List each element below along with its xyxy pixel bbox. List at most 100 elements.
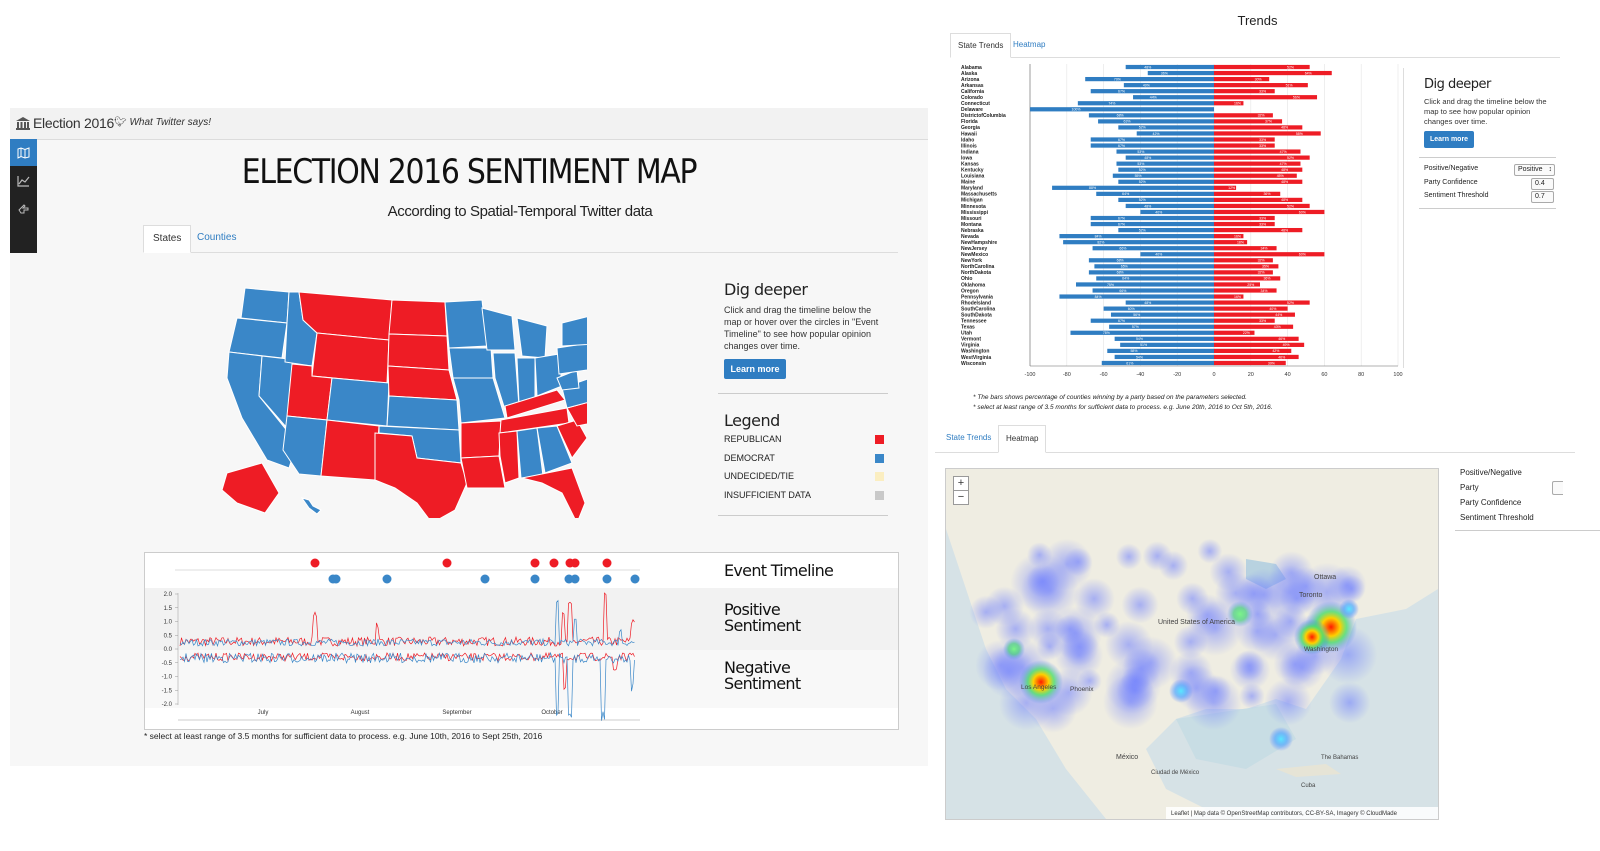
state-bar[interactable] bbox=[1214, 360, 1286, 366]
state-michigan[interactable] bbox=[516, 317, 548, 359]
state-bar[interactable] bbox=[1214, 70, 1332, 76]
sentiment-timeline-chart[interactable]: 2.0 1.5 1.0 0.5 0.0 -0.5 -1.0 -1.5 -2.0 July Augu… bbox=[145, 553, 645, 729]
state-bar[interactable] bbox=[1214, 258, 1273, 263]
state-bar[interactable] bbox=[1118, 197, 1214, 203]
zoom-in-button[interactable]: + bbox=[953, 476, 969, 491]
heatmap-map[interactable]: Ottawa Toronto United States of America … bbox=[945, 468, 1439, 820]
state-south-carolina[interactable] bbox=[556, 419, 587, 459]
state-florida[interactable] bbox=[521, 467, 586, 518]
state-wisconsin[interactable] bbox=[481, 307, 516, 351]
hotspot-los-angeles[interactable] bbox=[1019, 660, 1063, 704]
state-bar[interactable] bbox=[1123, 83, 1214, 88]
tab-counties[interactable]: Counties bbox=[197, 232, 237, 243]
state-bar[interactable] bbox=[1214, 191, 1281, 196]
state-bar[interactable] bbox=[1136, 131, 1214, 136]
state-bar[interactable] bbox=[1214, 354, 1299, 360]
event-dot-democrat[interactable] bbox=[630, 574, 640, 584]
state-bar[interactable] bbox=[1214, 215, 1275, 221]
state-bar[interactable] bbox=[1214, 125, 1303, 130]
state-iowa[interactable] bbox=[448, 347, 494, 379]
state-bar[interactable] bbox=[1118, 125, 1214, 130]
state-bar[interactable] bbox=[1214, 348, 1292, 354]
state-wyoming[interactable] bbox=[311, 332, 390, 384]
state-bar[interactable] bbox=[1214, 155, 1310, 160]
hotspot-boston[interactable] bbox=[1339, 599, 1359, 619]
state-bar[interactable] bbox=[1107, 348, 1214, 354]
state-bar[interactable] bbox=[1214, 119, 1283, 124]
hotspot-san-francisco[interactable] bbox=[1003, 638, 1025, 660]
state-bar[interactable] bbox=[1125, 64, 1214, 70]
state-bar[interactable] bbox=[1214, 270, 1273, 275]
state-bar[interactable] bbox=[1214, 312, 1295, 317]
state-bar[interactable] bbox=[1110, 312, 1214, 317]
state-bar[interactable] bbox=[1090, 89, 1214, 94]
state-bar[interactable] bbox=[1214, 137, 1275, 142]
state-bar[interactable] bbox=[1214, 185, 1237, 190]
tab-heatmap[interactable]: Heatmap bbox=[998, 425, 1047, 453]
positive-negative-select[interactable]: Positive ↕ bbox=[1514, 164, 1555, 176]
state-bar[interactable] bbox=[1214, 143, 1275, 148]
state-bar[interactable] bbox=[1214, 179, 1303, 184]
state-bar[interactable] bbox=[1120, 342, 1214, 347]
state-bar[interactable] bbox=[1112, 173, 1214, 178]
heatmap-canvas[interactable]: Ottawa Toronto United States of America … bbox=[946, 469, 1438, 819]
state-bar[interactable] bbox=[1085, 76, 1214, 82]
state-new-mexico[interactable] bbox=[320, 419, 380, 481]
state-bar[interactable] bbox=[1114, 336, 1214, 341]
state-colorado[interactable] bbox=[326, 377, 390, 427]
state-bar[interactable] bbox=[1214, 282, 1260, 287]
state-missouri[interactable] bbox=[452, 377, 506, 424]
state-bar[interactable] bbox=[1077, 101, 1214, 106]
event-dot-democrat[interactable] bbox=[331, 574, 341, 584]
state-bar[interactable] bbox=[1214, 76, 1270, 82]
state-bar[interactable] bbox=[1214, 342, 1305, 347]
state-bar[interactable] bbox=[1030, 107, 1214, 112]
state-bar[interactable] bbox=[1214, 330, 1255, 335]
tab-heatmap[interactable]: Heatmap bbox=[1013, 40, 1046, 49]
state-bar[interactable] bbox=[1214, 294, 1244, 299]
state-bar[interactable] bbox=[1070, 330, 1214, 335]
state-pennsylvania[interactable] bbox=[556, 342, 587, 375]
event-dot-republican[interactable] bbox=[530, 558, 540, 568]
event-dot-democrat[interactable] bbox=[382, 574, 392, 584]
state-bar[interactable] bbox=[1140, 252, 1214, 257]
state-bar[interactable] bbox=[1088, 270, 1214, 275]
state-arizona[interactable] bbox=[282, 415, 328, 477]
state-minnesota[interactable] bbox=[444, 299, 488, 349]
state-bar[interactable] bbox=[1214, 209, 1325, 215]
hotspot-washington[interactable] bbox=[1294, 619, 1330, 655]
sidebar-map-button[interactable] bbox=[10, 139, 37, 166]
state-bar[interactable] bbox=[1214, 276, 1281, 281]
state-bar[interactable] bbox=[1125, 155, 1214, 160]
state-bar[interactable] bbox=[1214, 173, 1297, 178]
state-bar[interactable] bbox=[1214, 203, 1310, 209]
event-dot-republican[interactable] bbox=[570, 558, 580, 568]
event-dot-democrat[interactable] bbox=[570, 574, 580, 584]
tab-states[interactable]: States bbox=[143, 225, 192, 253]
state-bar[interactable] bbox=[1214, 306, 1288, 311]
state-bar[interactable] bbox=[1140, 209, 1214, 215]
state-bar[interactable] bbox=[1088, 258, 1214, 263]
party-confidence-select[interactable]: 0.4 bbox=[1531, 178, 1554, 190]
learn-more-button[interactable]: Learn more bbox=[724, 359, 786, 379]
sidebar-pointer-button[interactable] bbox=[10, 195, 37, 222]
state-bar[interactable] bbox=[1103, 306, 1214, 311]
state-bar[interactable] bbox=[1133, 95, 1214, 100]
hotspot-chicago[interactable] bbox=[1227, 601, 1253, 627]
state-bar[interactable] bbox=[1092, 288, 1214, 293]
state-bar[interactable] bbox=[1214, 300, 1310, 305]
state-mississippi[interactable] bbox=[498, 430, 520, 484]
state-bar[interactable] bbox=[1090, 137, 1214, 142]
trends-learn-more-button[interactable]: Learn more bbox=[1424, 131, 1474, 148]
state-bar[interactable] bbox=[1101, 360, 1214, 366]
state-bar[interactable] bbox=[1214, 113, 1273, 118]
state-trends-bar-chart[interactable]: -100 -80 -60 -40 -20 0 20 40 60 80 100 Alabama 48% 52… bbox=[953, 60, 1403, 378]
party-select[interactable] bbox=[1552, 481, 1563, 495]
tab-state-trends[interactable]: State Trends bbox=[946, 433, 992, 442]
state-bar[interactable] bbox=[1214, 149, 1301, 154]
state-indiana[interactable] bbox=[516, 357, 536, 404]
state-bar[interactable] bbox=[1116, 161, 1214, 166]
state-bar[interactable] bbox=[1214, 264, 1279, 269]
event-dots[interactable] bbox=[310, 558, 640, 584]
tab-state-trends[interactable]: State Trends bbox=[950, 33, 1012, 58]
